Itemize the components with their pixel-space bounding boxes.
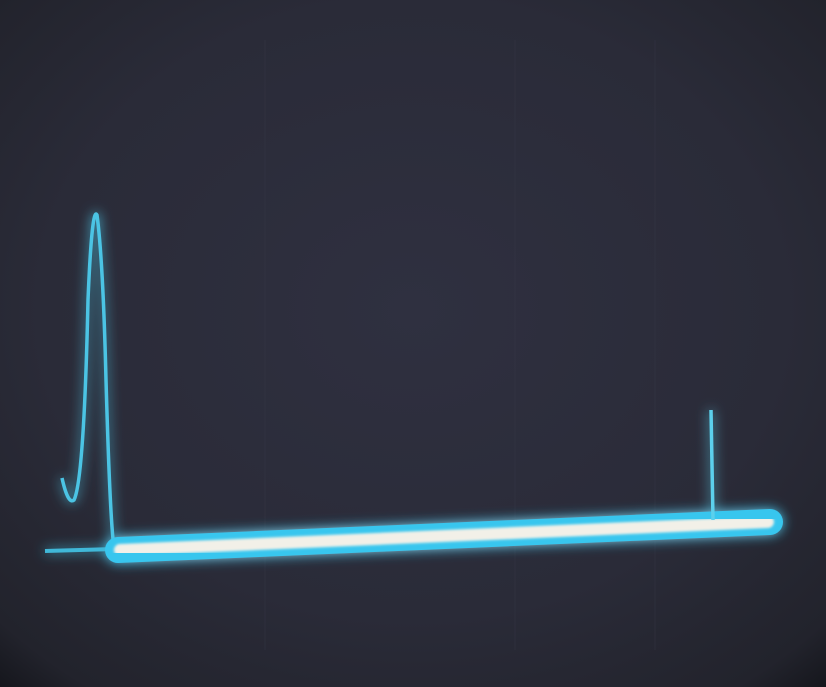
baseline-left <box>44 547 116 553</box>
trace-core <box>114 516 774 556</box>
trace <box>44 212 783 563</box>
marker-spike <box>709 409 715 521</box>
pulse-peak <box>60 212 116 549</box>
